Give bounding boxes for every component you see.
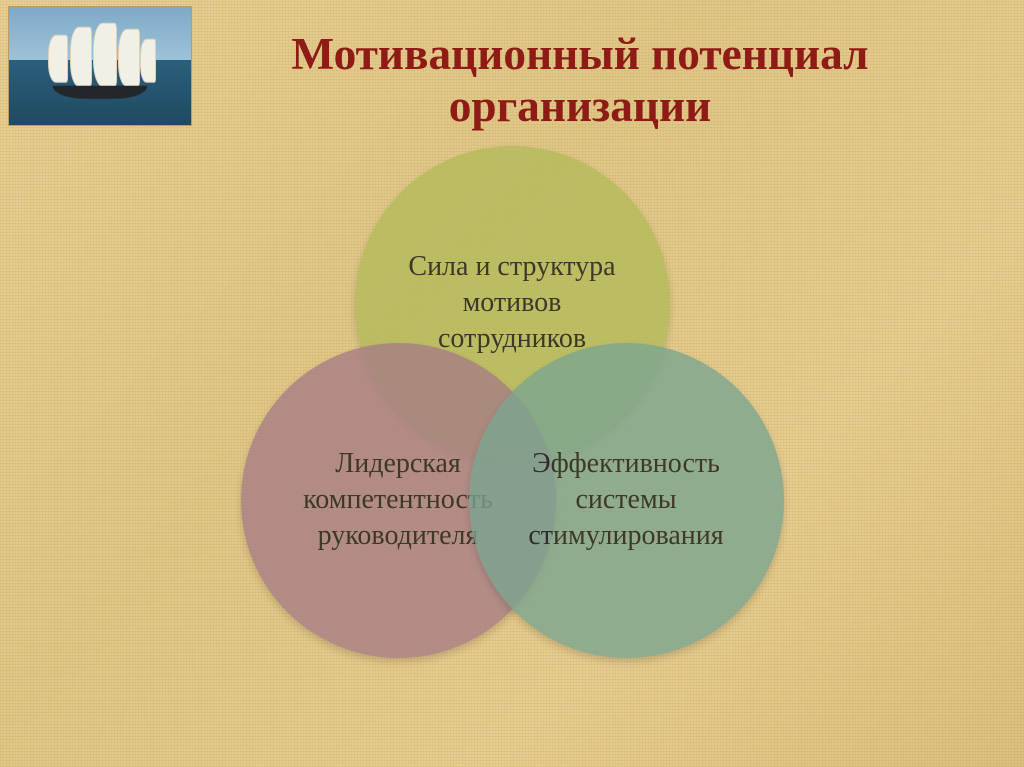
venn-circle-right: Эффективностьсистемыстимулирования [469, 343, 784, 658]
venn-label-right: Эффективностьсистемыстимулирования [528, 446, 723, 553]
slide: Мотивационный потенциал организации Сила… [0, 0, 1024, 767]
venn-diagram: Сила и структурамотивовсотрудников Лидерс… [0, 0, 1024, 767]
venn-label-top: Сила и структурамотивовсотрудников [408, 249, 615, 356]
venn-label-left: Лидерскаякомпетентностьруководителя [303, 446, 493, 553]
